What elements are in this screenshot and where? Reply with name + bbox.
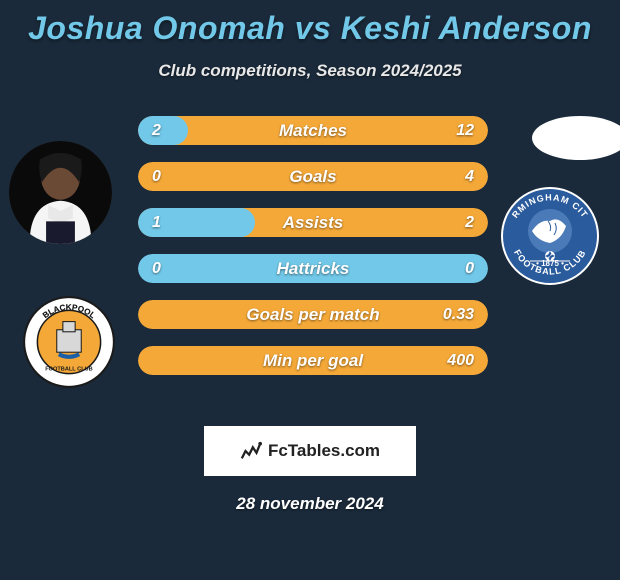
branding-box: FcTables.com [204,426,416,476]
stat-value-right: 12 [456,116,474,145]
stat-bar: Min per goal400 [138,346,488,375]
comparison-title: Joshua Onomah vs Keshi Anderson [0,0,620,47]
player-right-photo [532,116,620,160]
stat-label: Assists [138,208,488,237]
stat-label: Matches [138,116,488,145]
player-left-photo [9,141,112,244]
club-left-badge: BLACKPOOL BLACKPOOL FOOTBALL CLUB [18,291,120,393]
stat-label: Hattricks [138,254,488,283]
birmingham-badge-icon: RMINGHAM CIT FOOTBALL CLUB • 1875 • [500,171,600,301]
stat-label: Min per goal [138,346,488,375]
stat-label: Goals [138,162,488,191]
stat-value-right: 400 [447,346,474,375]
comparison-date: 28 november 2024 [0,494,620,514]
stat-bar: Matches2 12 [138,116,488,145]
branding-text: FcTables.com [268,441,380,461]
stat-value-left: 1 [152,208,161,237]
blackpool-badge-icon: BLACKPOOL BLACKPOOL FOOTBALL CLUB [18,291,120,393]
svg-text:FOOTBALL CLUB: FOOTBALL CLUB [45,367,92,373]
stat-value-right: 0 [465,254,474,283]
comparison-content: BLACKPOOL BLACKPOOL FOOTBALL CLUB RMINGH… [0,116,620,416]
player-left-avatar-icon [9,141,112,244]
comparison-subtitle: Club competitions, Season 2024/2025 [0,61,620,81]
fctables-logo-icon [240,440,262,462]
stats-bars: Matches212Goals04Assists12Hattricks00Goa… [138,116,488,392]
stat-bar: Hattricks0 0 [138,254,488,283]
stat-label: Goals per match [138,300,488,329]
club-right-badge: RMINGHAM CIT FOOTBALL CLUB • 1875 • [500,171,600,301]
stat-value-left: 0 [152,162,161,191]
stat-bar: Goals0 4 [138,162,488,191]
stat-bar: Goals per match0.33 [138,300,488,329]
stat-value-right: 0.33 [443,300,474,329]
stat-value-right: 4 [465,162,474,191]
stat-bar: Assists1 2 [138,208,488,237]
stat-value-left: 0 [152,254,161,283]
stat-value-right: 2 [465,208,474,237]
stat-value-left: 2 [152,116,161,145]
